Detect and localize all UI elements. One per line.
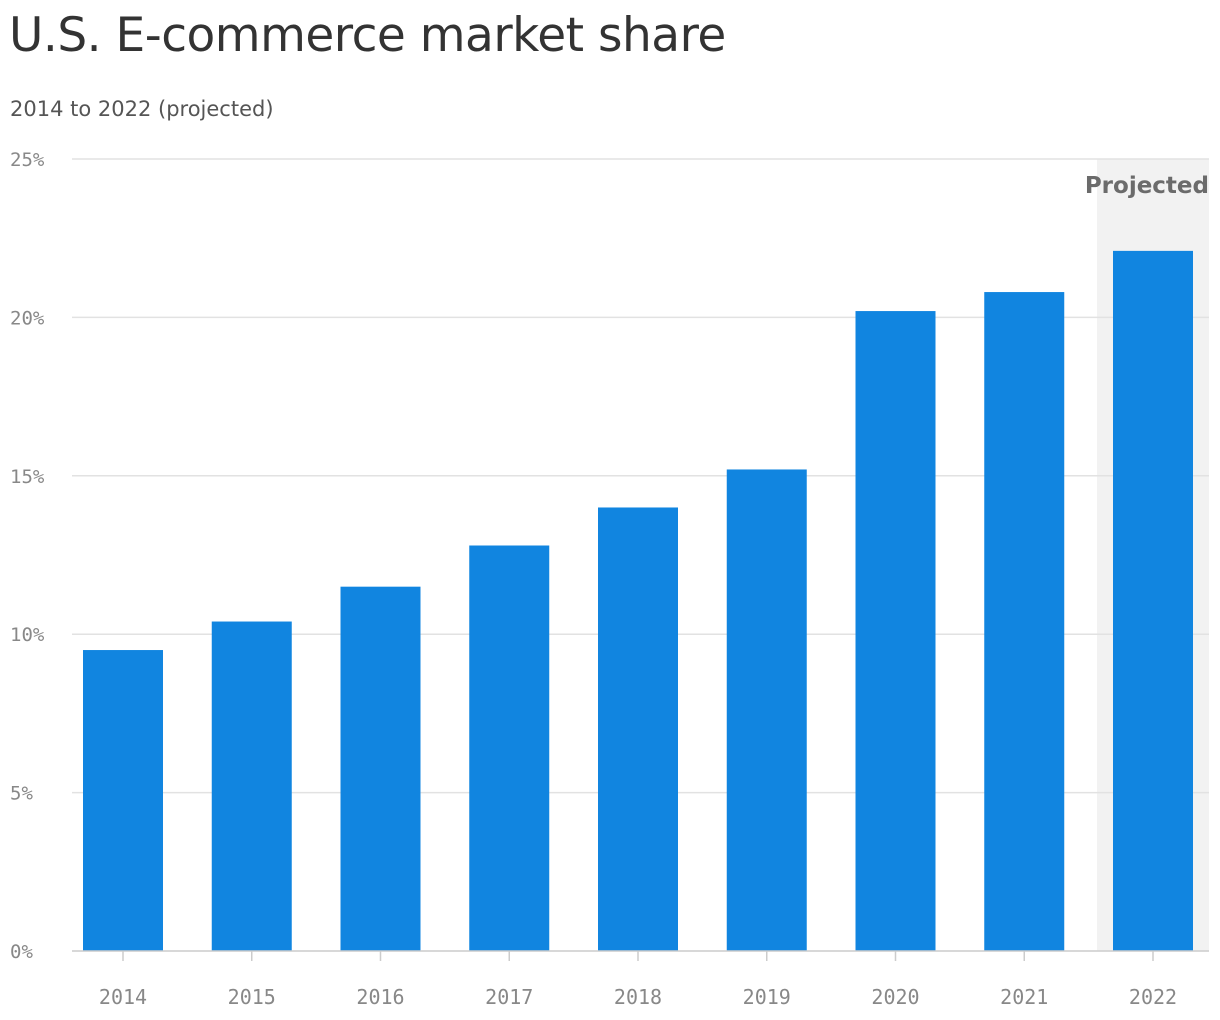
- y-tick-label: 5%: [10, 783, 33, 805]
- x-tick-label: 2021: [1000, 985, 1048, 1009]
- y-tick-label: 25%: [10, 149, 45, 171]
- x-tick-label: 2016: [356, 985, 404, 1009]
- chart-subtitle: 2014 to 2022 (projected): [10, 97, 274, 121]
- bar-2018: [598, 507, 678, 951]
- x-tick-label: 2022: [1129, 985, 1177, 1009]
- bar-2017: [469, 545, 550, 951]
- x-tick-label: 2014: [99, 985, 147, 1009]
- bar-2020: [855, 311, 936, 952]
- bar-2022: [1113, 250, 1193, 951]
- y-tick-label: 10%: [10, 624, 45, 646]
- x-tick-label: 2015: [228, 985, 276, 1009]
- bar-2016: [340, 586, 421, 951]
- bar-2021: [984, 292, 1065, 951]
- chart-title: U.S. E-commerce market share: [9, 8, 726, 63]
- bar-2015: [211, 621, 292, 951]
- x-tick-label: 2019: [743, 985, 791, 1009]
- x-tick-label: 2017: [485, 985, 533, 1009]
- projected-label: Projected: [1085, 173, 1209, 199]
- y-tick-label: 20%: [10, 307, 45, 329]
- bar-2019: [726, 469, 807, 951]
- y-tick-label: 15%: [10, 466, 45, 488]
- x-tick-label: 2018: [614, 985, 662, 1009]
- x-tick-label: 2020: [871, 985, 919, 1009]
- y-tick-label: 0%: [10, 941, 33, 963]
- bar-2014: [83, 650, 163, 951]
